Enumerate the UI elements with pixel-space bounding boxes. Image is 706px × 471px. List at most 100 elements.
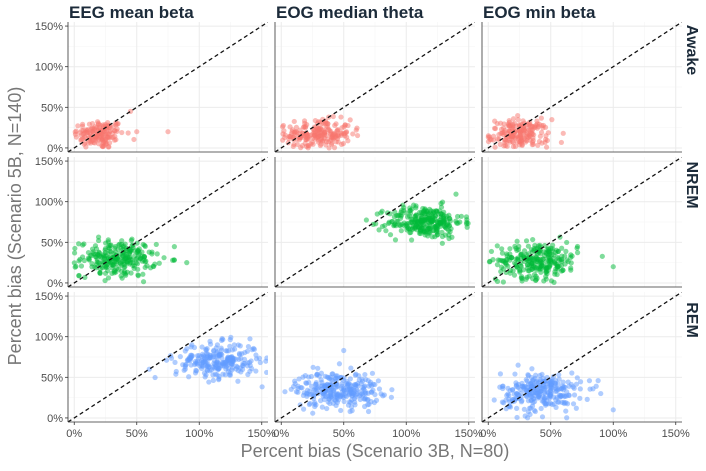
data-point [140, 241, 146, 248]
data-point [542, 124, 549, 130]
data-point [307, 400, 313, 407]
data-point [442, 232, 449, 238]
data-point [530, 384, 537, 390]
y-tick-label: 0% [47, 143, 63, 155]
data-point [345, 138, 351, 144]
data-point [85, 129, 91, 135]
data-point [301, 390, 307, 396]
data-point [518, 252, 524, 258]
data-point [574, 375, 580, 381]
points-awake-eog-median-theta [279, 113, 361, 151]
column-title-eog-min-beta: EOG min beta [483, 3, 596, 22]
data-point [494, 243, 500, 249]
data-point [537, 389, 543, 396]
data-point-outlier [184, 260, 190, 266]
data-point-outlier [560, 130, 566, 136]
data-point [89, 135, 95, 141]
data-point [574, 250, 581, 256]
panel-content [482, 292, 682, 422]
data-point [526, 268, 532, 274]
data-point [365, 397, 371, 403]
data-point [114, 255, 120, 261]
data-point [453, 191, 459, 197]
data-point [114, 121, 120, 127]
data-point [420, 209, 427, 215]
data-point [513, 261, 519, 267]
data-point [226, 372, 233, 378]
data-point [553, 388, 559, 394]
data-point-outlier [610, 264, 616, 270]
data-point [501, 400, 507, 406]
x-tick-label: 50% [126, 428, 148, 440]
data-point [76, 258, 82, 264]
data-point [511, 120, 518, 126]
data-point [519, 122, 525, 128]
data-point [296, 376, 302, 382]
data-point [501, 121, 507, 127]
data-point [244, 363, 251, 369]
data-point [119, 129, 125, 136]
data-point [210, 353, 217, 360]
data-point [530, 236, 536, 243]
data-point [515, 391, 521, 397]
points-nrem-eog-median-theta [363, 191, 471, 246]
data-point [370, 221, 376, 227]
reference-line-y-equals-x [275, 22, 475, 152]
data-point [294, 130, 300, 136]
data-point [127, 254, 133, 260]
data-point [112, 133, 118, 139]
data-point [318, 398, 324, 404]
data-point [535, 142, 541, 148]
data-point [353, 382, 359, 388]
data-point [82, 140, 88, 146]
points-nrem-eeg-mean-beta [71, 234, 190, 285]
data-point [505, 385, 511, 391]
data-point [599, 253, 605, 259]
data-point [357, 392, 364, 398]
data-point [313, 386, 320, 392]
reference-line-y-equals-x [275, 157, 475, 287]
data-point [378, 210, 384, 216]
y-tick-label: 100% [35, 332, 63, 344]
data-point [102, 247, 108, 253]
reference-line-y-equals-x [482, 292, 682, 422]
data-point [302, 373, 308, 379]
data-point [529, 378, 536, 384]
data-point [498, 130, 504, 136]
data-point [538, 115, 544, 121]
data-point [191, 344, 198, 351]
data-point [586, 378, 593, 384]
panel-content [68, 22, 268, 152]
data-point [542, 264, 548, 271]
data-point [515, 112, 521, 119]
column-title-eeg-mean-beta: EEG mean beta [69, 3, 194, 22]
data-point [531, 245, 537, 252]
data-point [341, 398, 347, 405]
data-point [397, 223, 403, 229]
data-point [446, 212, 452, 218]
data-point [568, 267, 574, 273]
data-point [332, 122, 338, 129]
data-point [119, 275, 125, 281]
data-point [439, 199, 446, 205]
data-point [301, 118, 308, 124]
data-point [350, 390, 356, 396]
data-point [128, 270, 134, 276]
data-point [300, 406, 307, 412]
data-point [399, 207, 405, 214]
panel-nrem-eog-min-beta [481, 157, 682, 288]
data-point [368, 389, 375, 395]
data-point [429, 219, 435, 225]
data-point [413, 212, 419, 218]
data-point [381, 392, 387, 398]
data-point [570, 384, 576, 390]
data-point [492, 125, 499, 132]
data-point [335, 126, 341, 133]
y-tick-label: 0% [47, 413, 63, 425]
data-point [525, 243, 531, 249]
data-point [498, 268, 504, 275]
data-point [76, 241, 82, 247]
data-point [529, 124, 535, 130]
data-point [502, 137, 509, 143]
data-point [500, 125, 507, 131]
